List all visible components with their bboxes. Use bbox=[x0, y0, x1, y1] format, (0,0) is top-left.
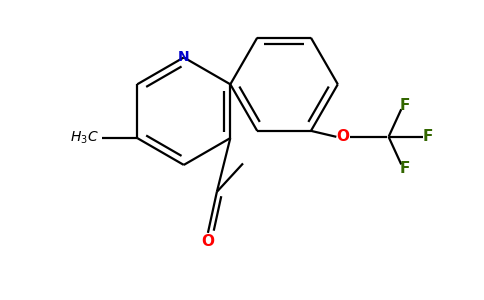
Text: O: O bbox=[201, 234, 214, 249]
Text: O: O bbox=[336, 129, 349, 144]
Text: F: F bbox=[422, 129, 433, 144]
Text: $H_3C$: $H_3C$ bbox=[70, 130, 98, 146]
Text: F: F bbox=[400, 161, 410, 176]
Text: N: N bbox=[178, 50, 190, 64]
Text: F: F bbox=[400, 98, 410, 113]
